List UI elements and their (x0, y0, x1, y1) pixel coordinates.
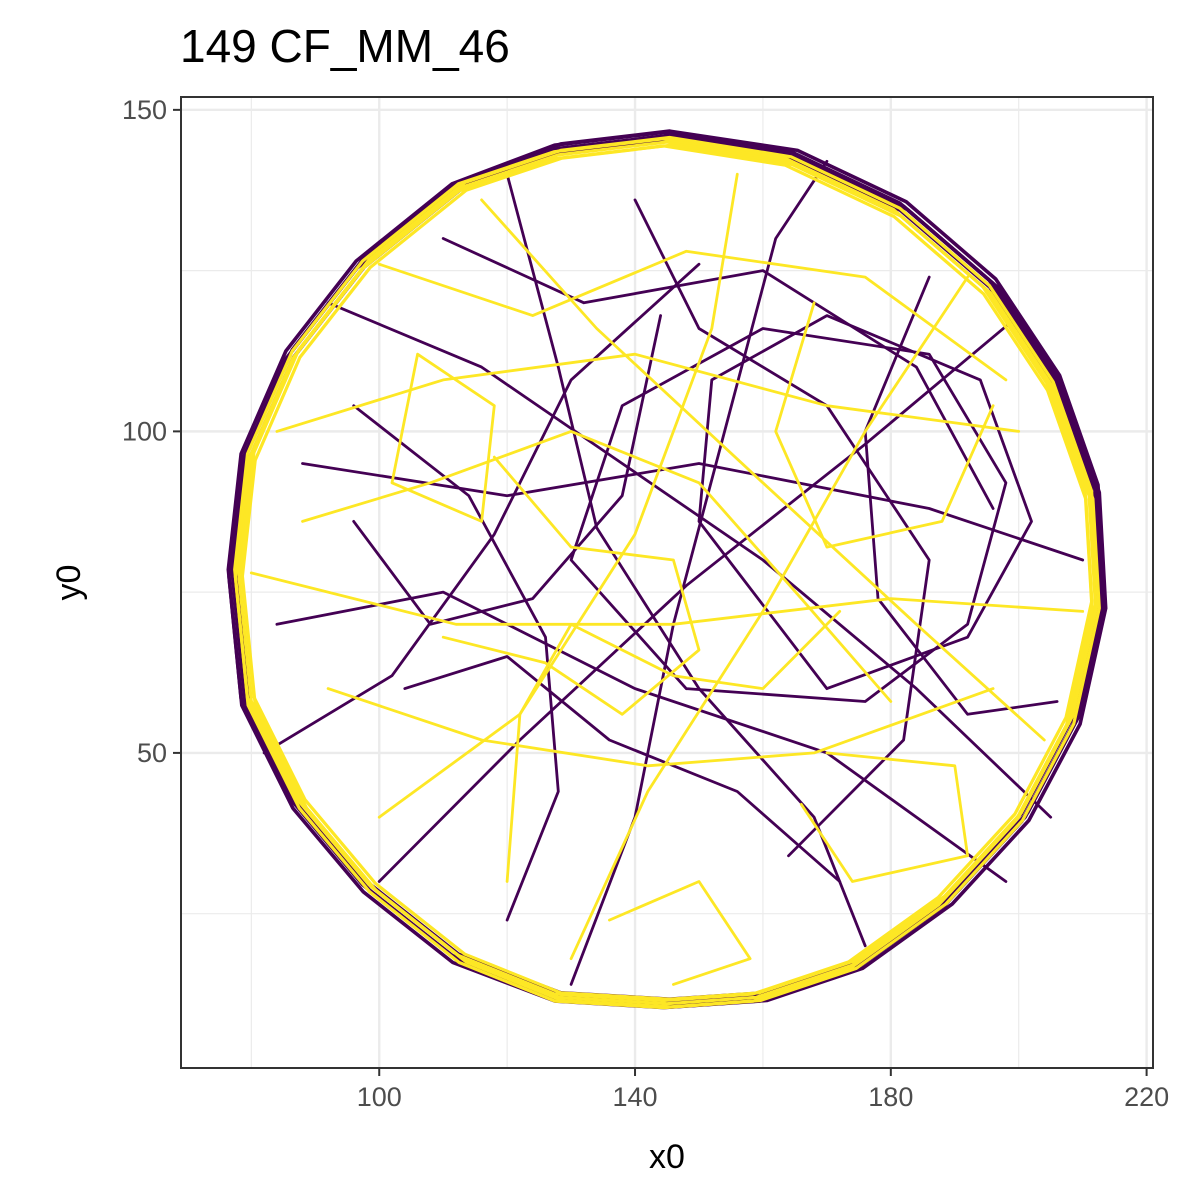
crossing-trajectory (799, 751, 969, 883)
crossing-trajectory (863, 275, 1059, 716)
crossing-trajectory (697, 314, 1033, 690)
crossing-trajectory (326, 301, 1053, 819)
crossing-trajectory (608, 880, 752, 986)
crossing-trajectory (377, 314, 1021, 883)
rim-trajectory (233, 144, 1094, 1010)
y-tick-label: 150 (122, 95, 167, 125)
crossing-trajectory (352, 404, 560, 922)
crossing-trajectory (441, 455, 701, 716)
crossing-trajectory (403, 655, 842, 883)
crossing-trajectory (352, 314, 662, 626)
y-tick-label: 50 (137, 738, 167, 768)
series-2 (233, 135, 1101, 1010)
x-tick-label: 100 (357, 1082, 402, 1112)
crossing-trajectory (480, 198, 1046, 742)
crossing-trajectory (441, 237, 995, 510)
x-axis-title: x0 (649, 1138, 685, 1176)
crossing-trajectory (275, 352, 1021, 433)
crossing-trajectory (301, 430, 893, 703)
crossing-trajectory (390, 352, 496, 523)
plot-panel-border (180, 96, 1154, 1069)
y-axis-title: y0 (50, 565, 88, 601)
x-tick-label: 180 (868, 1082, 913, 1112)
x-tick-label: 140 (612, 1082, 657, 1112)
crossing-trajectory (275, 590, 1008, 883)
crossing-trajectory (377, 249, 1008, 382)
y-tick-label: 100 (122, 416, 167, 446)
crossing-trajectory (326, 687, 995, 768)
crossing-trajectory (377, 172, 739, 819)
crossing-trajectory (505, 610, 842, 883)
x-tick-label: 220 (1124, 1082, 1169, 1112)
chart-title: 149 CF_MM_46 (180, 20, 510, 72)
crossing-trajectory (774, 301, 995, 549)
axes: 100 140 180 220 50 100 150 (122, 95, 1169, 1112)
crossing-trajectory (262, 262, 701, 755)
trajectory-series (226, 129, 1108, 1010)
rim-trajectory (233, 137, 1094, 1003)
crossing-trajectory (301, 462, 1085, 562)
crossing-trajectory (249, 571, 1085, 626)
crossing-trajectory (569, 275, 969, 961)
